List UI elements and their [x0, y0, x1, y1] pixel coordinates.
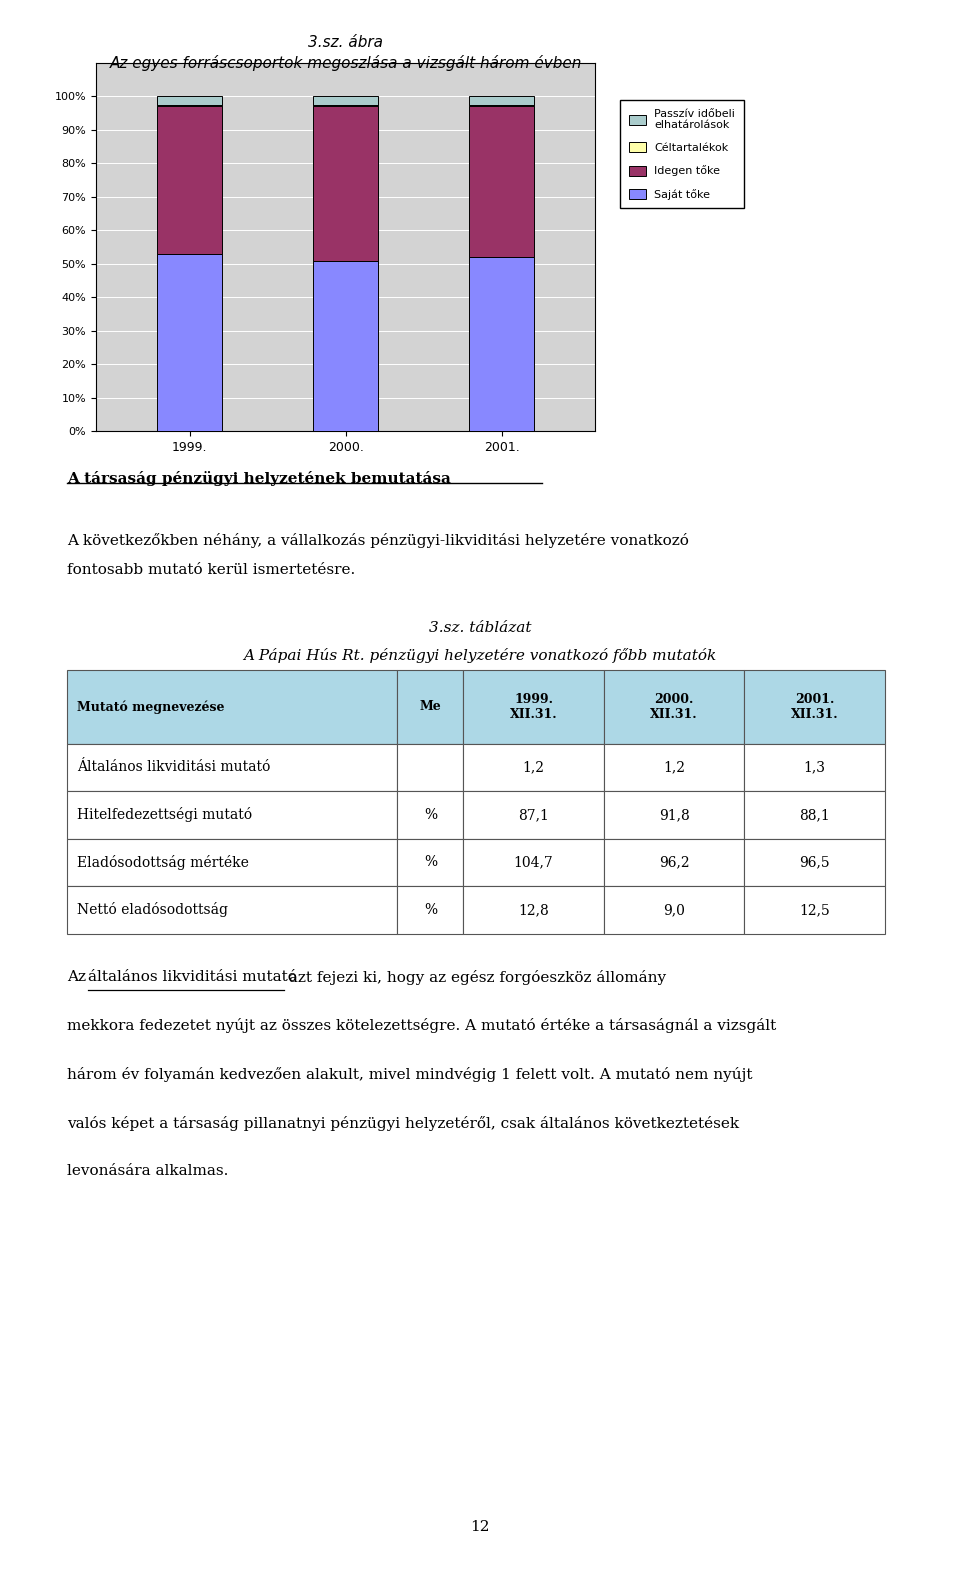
Bar — [468, 105, 535, 107]
Text: levonására alkalmas.: levonására alkalmas. — [67, 1164, 228, 1178]
Bar — [67, 670, 397, 744]
Text: Eladósodottság mértéke: Eladósodottság mértéke — [77, 855, 249, 869]
Bar — [156, 254, 223, 431]
Text: 12,8: 12,8 — [518, 902, 549, 916]
Text: mekkora fedezetet nyújt az összes kötelezettségre. A mutató értéke a társaságnál: mekkora fedezetet nyújt az összes kötele… — [67, 1018, 777, 1034]
Text: Mutató megnevezése: Mutató megnevezése — [77, 700, 225, 714]
Bar — [604, 744, 744, 791]
Text: Me: Me — [420, 700, 442, 714]
Bar — [464, 886, 604, 934]
Text: 96,2: 96,2 — [659, 855, 689, 869]
Text: azt fejezi ki, hogy az egész forgóeszköz állomány: azt fejezi ki, hogy az egész forgóeszköz… — [284, 970, 666, 985]
Bar — [397, 670, 464, 744]
Text: 3.sz. ábra: 3.sz. ábra — [308, 35, 383, 50]
Text: 104,7: 104,7 — [514, 855, 554, 869]
Bar — [464, 791, 604, 839]
Text: 87,1: 87,1 — [518, 808, 549, 822]
Bar — [604, 791, 744, 839]
Legend: Passzív időbeli
elhatárolások, Céltartalékok, Idegen tőke, Saját tőke: Passzív időbeli elhatárolások, Céltartal… — [620, 100, 744, 209]
Bar — [67, 791, 397, 839]
Bar — [464, 670, 604, 744]
Bar — [604, 670, 744, 744]
Bar — [67, 839, 397, 886]
Bar — [156, 96, 223, 105]
Text: 9,0: 9,0 — [663, 902, 684, 916]
Bar — [313, 105, 378, 107]
Text: 2001.
XII.31.: 2001. XII.31. — [790, 693, 838, 720]
Text: általános likviditási mutató: általános likviditási mutató — [88, 970, 298, 984]
Text: Általános likviditási mutató: Általános likviditási mutató — [77, 761, 271, 775]
Text: %: % — [424, 808, 437, 822]
Text: A társaság pénzügyi helyzetének bemutatása: A társaság pénzügyi helyzetének bemutatá… — [67, 471, 451, 486]
Text: Nettó eladósodottság: Nettó eladósodottság — [77, 902, 228, 918]
Bar — [468, 257, 535, 431]
Text: 1,3: 1,3 — [804, 761, 826, 775]
Bar — [397, 886, 464, 934]
Bar — [604, 839, 744, 886]
Text: Hitelfedezettségi mutató: Hitelfedezettségi mutató — [77, 808, 252, 822]
Bar — [397, 791, 464, 839]
Text: A Pápai Hús Rt. pénzügyi helyzetére vonatkozó főbb mutatók: A Pápai Hús Rt. pénzügyi helyzetére vona… — [244, 648, 716, 664]
Text: 3.sz. táblázat: 3.sz. táblázat — [429, 621, 531, 635]
Text: A következőkben néhány, a vállalkozás pénzügyi-likviditási helyzetére vonatkozó: A következőkben néhány, a vállalkozás pé… — [67, 533, 689, 549]
Text: 96,5: 96,5 — [799, 855, 829, 869]
Text: %: % — [424, 855, 437, 869]
Bar — [67, 886, 397, 934]
Text: 1,2: 1,2 — [663, 761, 685, 775]
Bar — [744, 886, 884, 934]
Bar — [744, 791, 884, 839]
Text: 88,1: 88,1 — [799, 808, 829, 822]
Bar — [744, 744, 884, 791]
Bar — [464, 744, 604, 791]
Text: %: % — [424, 902, 437, 916]
Bar — [313, 107, 378, 260]
Text: valós képet a társaság pillanatnyi pénzügyi helyzetéről, csak általános következ: valós képet a társaság pillanatnyi pénzü… — [67, 1116, 739, 1131]
Bar — [313, 96, 378, 105]
Bar — [397, 839, 464, 886]
Bar — [156, 107, 223, 254]
Text: 1,2: 1,2 — [522, 761, 544, 775]
Text: három év folyamán kedvezően alakult, mivel mindvégig 1 felett volt. A mutató nem: három év folyamán kedvezően alakult, miv… — [67, 1067, 753, 1083]
Bar — [468, 96, 535, 105]
Text: 12: 12 — [470, 1520, 490, 1534]
Text: 12,5: 12,5 — [799, 902, 829, 916]
Text: 91,8: 91,8 — [659, 808, 689, 822]
Bar — [744, 670, 884, 744]
Bar — [604, 886, 744, 934]
Bar — [313, 260, 378, 431]
Bar — [464, 839, 604, 886]
Bar — [468, 107, 535, 257]
Text: 2000.
XII.31.: 2000. XII.31. — [650, 693, 698, 720]
Text: Az: Az — [67, 970, 91, 984]
Text: 1999.
XII.31.: 1999. XII.31. — [510, 693, 558, 720]
Text: Az egyes forráscsoportok megoszlása a vizsgált három évben: Az egyes forráscsoportok megoszlása a vi… — [109, 55, 582, 71]
Bar — [744, 839, 884, 886]
Bar — [67, 744, 397, 791]
Bar — [156, 105, 223, 107]
Text: fontosabb mutató kerül ismertetésre.: fontosabb mutató kerül ismertetésre. — [67, 563, 355, 577]
Bar — [397, 744, 464, 791]
